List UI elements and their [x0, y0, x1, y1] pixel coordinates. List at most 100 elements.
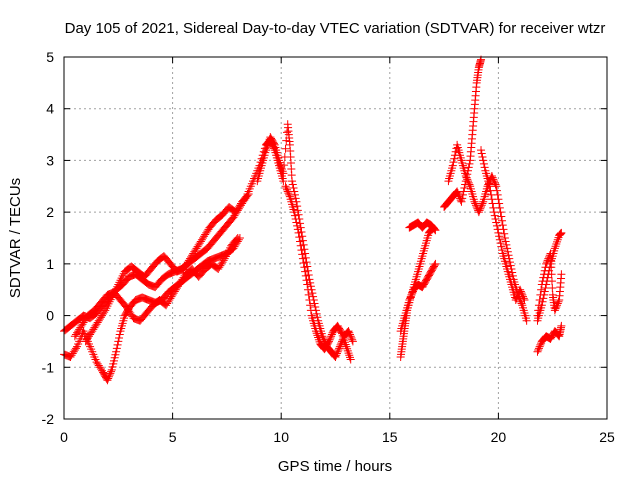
chart-title: Day 105 of 2021, Sidereal Day-to-day VTE…: [65, 20, 606, 37]
data-point: [453, 189, 462, 198]
data-point: [113, 340, 122, 349]
y-tick-label: -2: [42, 411, 55, 427]
data-point: [519, 294, 528, 303]
data-point: [303, 280, 312, 289]
data-point: [478, 152, 487, 161]
data-point: [522, 316, 531, 325]
data-point: [407, 290, 416, 299]
data-point: [449, 158, 458, 167]
data-point: [505, 258, 514, 267]
data-point: [298, 250, 307, 259]
data-point: [244, 190, 253, 199]
data-point: [550, 306, 559, 315]
data-point: [301, 271, 310, 280]
data-point: [462, 173, 471, 182]
data-point: [71, 344, 80, 353]
y-tick-label: 0: [46, 308, 54, 324]
data-point: [408, 289, 417, 298]
data-point: [492, 221, 501, 230]
data-point: [114, 280, 123, 289]
data-point: [223, 248, 232, 257]
data-point: [103, 302, 112, 311]
data-point: [294, 228, 303, 237]
series-track-g: [396, 223, 438, 361]
data-point: [340, 338, 349, 347]
data-point: [537, 285, 546, 294]
data-point: [489, 175, 498, 184]
data-point: [340, 336, 349, 345]
data-point: [497, 212, 506, 221]
data-point: [494, 228, 503, 237]
data-point: [105, 297, 114, 306]
data-point: [346, 332, 355, 341]
data-point: [302, 276, 311, 285]
data-point: [347, 333, 356, 342]
series-track-c: [70, 234, 242, 341]
data-point: [500, 234, 509, 242]
y-tick-label: -1: [42, 359, 55, 375]
data-point: [406, 294, 415, 303]
data-point: [345, 353, 354, 362]
data-point: [479, 156, 488, 165]
data-point: [477, 201, 486, 210]
data-point: [518, 290, 527, 299]
data-point: [311, 327, 320, 336]
data-point: [312, 329, 321, 338]
data-point: [557, 321, 566, 330]
data-point: [557, 228, 566, 237]
data-point: [293, 221, 302, 230]
data-point: [294, 210, 303, 219]
data-point: [545, 252, 554, 261]
data-point: [275, 158, 284, 167]
data-point: [465, 180, 474, 189]
data-point: [335, 344, 344, 353]
data-point: [557, 270, 566, 279]
data-point: [306, 306, 315, 315]
data-point: [539, 273, 548, 282]
data-point: [553, 237, 562, 246]
data-point: [220, 254, 229, 263]
data-point: [327, 330, 336, 339]
data-point: [243, 191, 252, 200]
x-tick-label: 25: [599, 429, 615, 445]
data-point: [280, 161, 289, 170]
data-point: [547, 277, 556, 286]
data-point: [348, 335, 357, 344]
data-point: [554, 297, 563, 306]
data-point: [535, 296, 544, 305]
y-tick-label: 1: [46, 256, 54, 272]
data-point: [540, 266, 549, 275]
data-point: [536, 290, 545, 299]
data-point: [106, 295, 115, 304]
data-point: [477, 149, 486, 158]
data-point: [458, 190, 467, 199]
series-track-e: [253, 120, 357, 361]
y-axis-title: SDTVAR / TECUs: [7, 178, 24, 298]
y-tick-label: 3: [46, 152, 54, 168]
data-point: [496, 239, 505, 248]
data-point: [516, 285, 525, 294]
data-point: [290, 211, 299, 220]
axis-ticks: [63, 56, 608, 420]
data-point: [512, 294, 521, 303]
data-point: [327, 332, 336, 341]
data-point: [501, 237, 510, 246]
series-track-l: [477, 146, 529, 305]
data-point: [448, 161, 457, 170]
data-point: [345, 328, 354, 337]
data-point: [429, 224, 438, 233]
series-track-a: [60, 135, 288, 336]
data-point: [282, 184, 291, 193]
data-point: [511, 296, 520, 305]
series-track-i: [405, 218, 440, 235]
plot-frame: [63, 56, 608, 420]
data-point: [112, 347, 121, 356]
data-point: [495, 232, 504, 241]
data-point: [310, 299, 319, 308]
data-point: [506, 261, 515, 270]
data-point: [296, 241, 305, 250]
data-point: [339, 333, 348, 342]
data-point: [498, 246, 507, 255]
data-point: [313, 331, 322, 340]
data-point: [551, 304, 560, 313]
